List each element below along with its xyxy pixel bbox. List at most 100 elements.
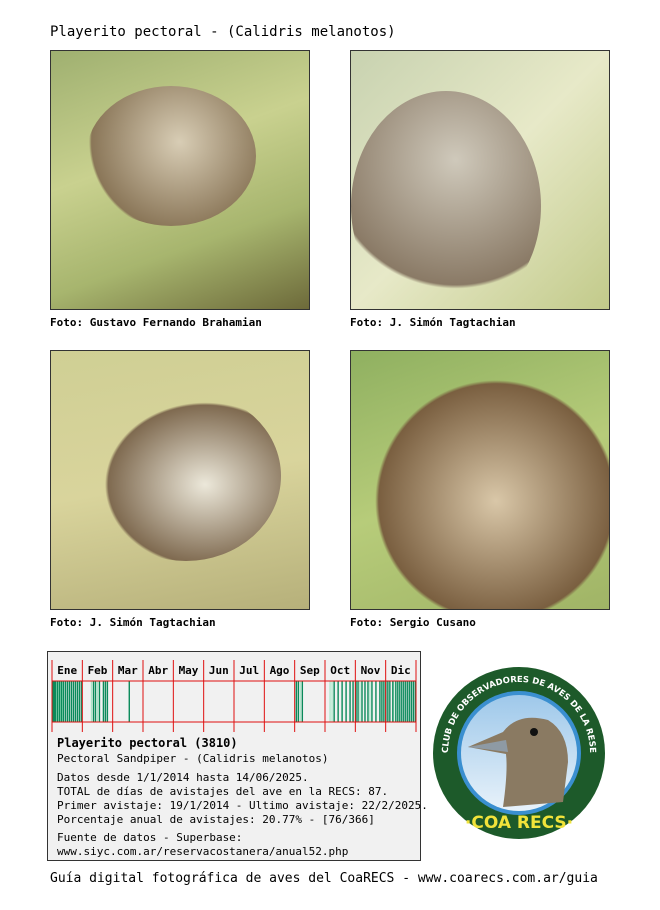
sighting-bar-light [393,681,395,722]
info-percentage: Porcentaje anual de avistajes: 20.77% - … [57,813,375,826]
month-label-feb: Feb [88,664,108,677]
sighting-bar [349,681,351,722]
sighting-bar-light [61,681,64,722]
bird-photo-2 [350,50,610,310]
sighting-bar [74,681,77,722]
species-english: Pectoral Sandpiper - (Calidris melanotos… [57,752,329,765]
sighting-bar [355,681,357,722]
sighting-bar [56,681,59,722]
sighting-bar [399,681,401,722]
photo-credit-3: Foto: J. Simón Tagtachian [50,616,216,629]
sighting-bar [395,681,397,722]
species-name: Playerito pectoral (3810) [57,736,238,750]
bird-photo-1 [50,50,310,310]
sighting-bar [352,681,354,722]
sighting-bar [345,681,347,722]
bird-photo-3 [50,350,310,610]
sighting-bar [392,681,394,722]
sighting-bar [371,681,373,722]
page-title: Playerito pectoral - (Calidris melanotos… [50,24,396,40]
photo-credit-2: Foto: J. Simón Tagtachian [350,316,516,329]
sighting-bar [104,681,107,722]
sighting-bar [102,681,105,722]
sighting-bar [66,681,69,722]
sighting-bar [80,681,83,722]
sighting-bar [405,681,407,722]
sighting-bar [333,681,335,722]
sighting-bar [128,681,130,722]
sighting-bar [381,681,383,722]
sighting-bar-light [299,681,301,722]
sighting-bar [52,681,54,722]
sighting-bar-light [57,681,60,722]
sighting-bar [60,681,63,722]
sighting-bar [94,681,97,722]
sighting-bar-light [359,681,361,722]
photo-credit-1: Foto: Gustavo Fernando Brahamian [50,316,262,329]
sighting-bar [68,681,71,722]
sighting-bar [413,681,415,722]
month-label-ago: Ago [270,664,290,677]
sighting-bar-light [331,681,333,722]
source-url: www.siyc.com.ar/reservacostanera/anual52… [57,845,349,858]
month-label-dic: Dic [391,664,411,677]
sighting-bar [301,681,304,722]
sighting-bar [297,681,300,722]
sighting-bar [52,681,55,722]
sighting-bar [337,681,339,722]
sighting-bar [53,681,56,722]
sighting-bar [64,681,67,722]
sighting-bar [78,681,81,722]
sighting-bar [98,681,101,722]
sighting-bar-light [59,681,62,722]
sighting-bar [54,681,57,722]
sighting-bar [295,681,298,722]
sighting-bar [375,681,377,722]
month-label-may: May [179,664,199,677]
sighting-bar-light [55,681,58,722]
svg-text:·COA RECS·: ·COA RECS· [465,813,573,833]
sighting-bar [389,681,391,722]
sighting-bar [341,681,343,722]
source-label: Fuente de datos - Superbase: [57,831,243,844]
sighting-bar [401,681,403,722]
month-label-mar: Mar [118,664,138,677]
sighting-bar [361,681,363,722]
photo-credit-4: Foto: Sergio Cusano [350,616,476,629]
sighting-bar [407,681,409,722]
month-label-oct: Oct [330,664,350,677]
sighting-bar [357,681,359,722]
sighting-bar [383,681,385,722]
footer-text: Guía digital fotográfica de aves del Coa… [50,871,598,886]
sighting-bar [72,681,75,722]
sighting-bar [411,681,413,722]
month-label-nov: Nov [361,664,381,677]
sighting-bar [106,681,109,722]
sighting-bar [364,681,366,722]
sighting-bar [62,681,65,722]
month-label-ene: Ene [57,664,77,677]
month-label-abr: Abr [148,664,168,677]
sighting-bar-light [329,681,331,722]
month-label-jul: Jul [239,664,259,677]
sightings-chart: Ene Feb Mar Abr May Jun Jul Ago Sep Oct Nov Dic [51,660,417,732]
sighting-bar [367,681,369,722]
info-dates: Datos desde 1/1/2014 hasta 14/06/2025. [57,771,309,784]
sighting-bar-light [96,681,98,722]
info-first-last: Primer avistaje: 19/1/2014 - Ultimo avis… [57,799,428,812]
month-label-sep: Sep [300,664,320,677]
coarecs-logo: CLUB DE OBSERVADORES DE AVES DE LA RESER… [428,662,608,842]
sightings-panel: Ene Feb Mar Abr May Jun Jul Ago Sep Oct Nov Dic Pla… [47,651,428,861]
bird-photo-4 [350,350,610,610]
sighting-bar [76,681,79,722]
sighting-bar [387,681,389,722]
month-label-jun: Jun [209,664,229,677]
sighting-bar [92,681,95,722]
sighting-bar [397,681,399,722]
sighting-bar [403,681,405,722]
info-total: TOTAL de días de avistajes del ave en la… [57,785,389,798]
sighting-bar [409,681,411,722]
sighting-bar [70,681,73,722]
sighting-bar-light [90,681,92,722]
